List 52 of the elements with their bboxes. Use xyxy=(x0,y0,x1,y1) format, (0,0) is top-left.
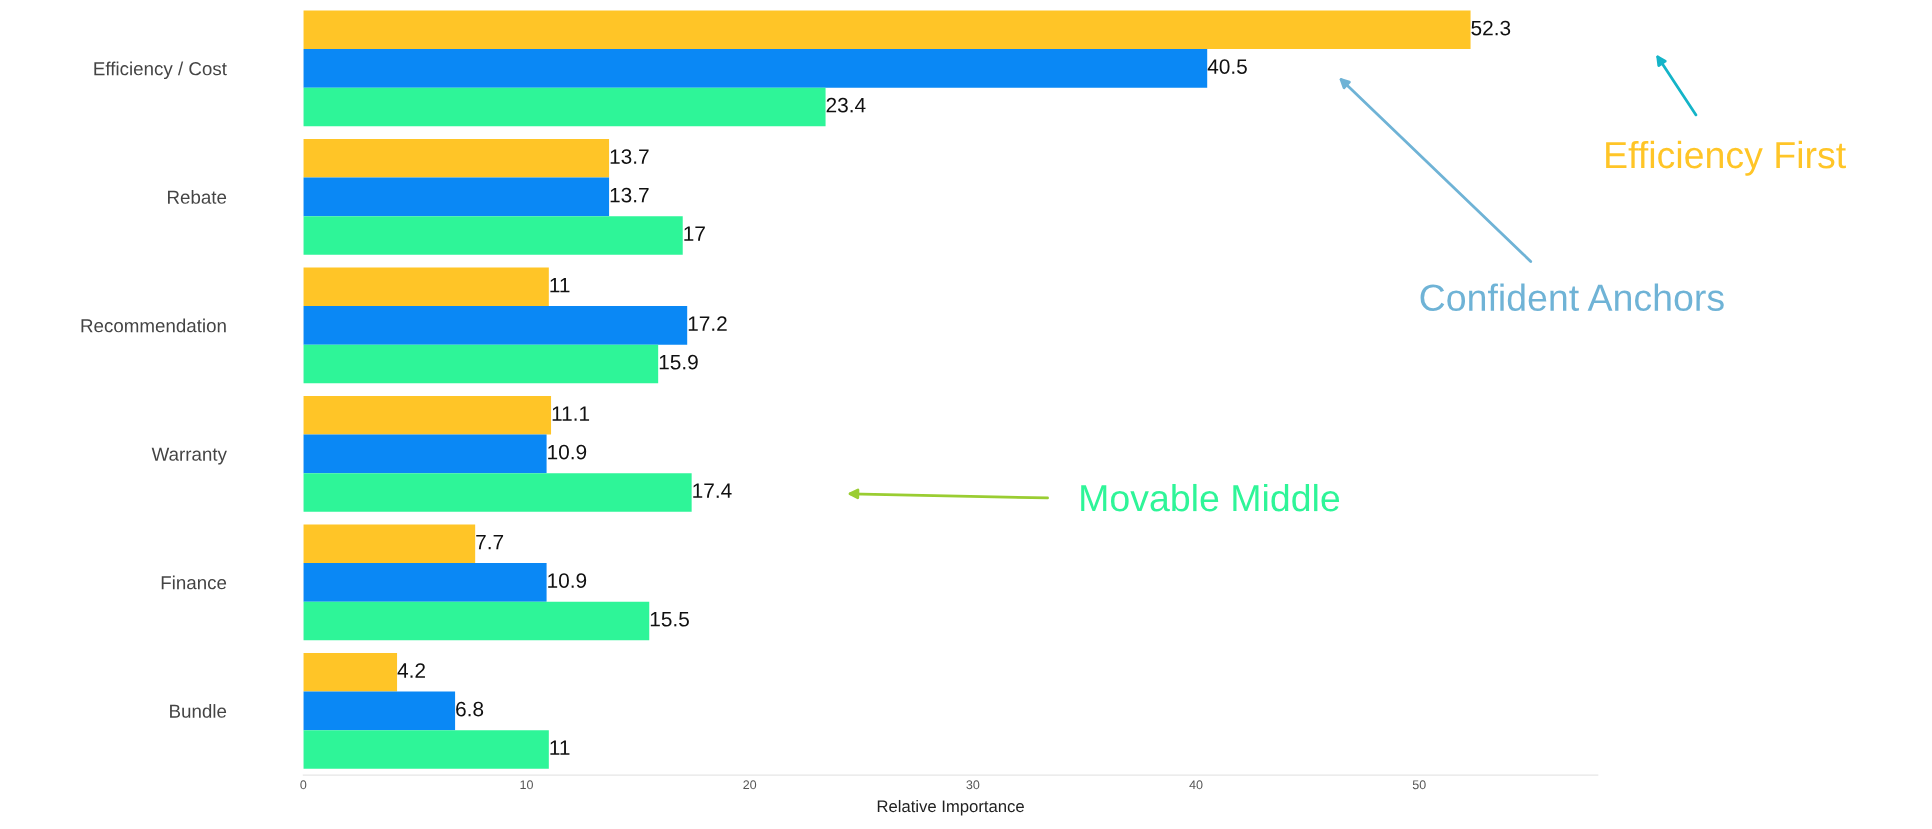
y-tick-label: Warranty xyxy=(151,447,227,465)
x-tick-label: 10 xyxy=(520,780,533,790)
bar xyxy=(303,473,692,512)
bar xyxy=(303,177,610,217)
data-label: 13.7 xyxy=(610,187,649,203)
bar xyxy=(303,139,610,178)
data-label: 4.2 xyxy=(397,663,425,678)
data-label: 10.9 xyxy=(548,444,587,460)
x-tick-label: 40 xyxy=(1189,780,1203,790)
bar xyxy=(303,216,683,255)
bar xyxy=(303,87,826,127)
text: Efficiency First xyxy=(1606,140,1846,176)
annotation: Movable Middle xyxy=(1081,483,1340,512)
data-label: 15.9 xyxy=(659,354,698,370)
y-tick-label: Rebate xyxy=(168,190,227,204)
data-label: 23.4 xyxy=(826,97,866,113)
bar xyxy=(303,653,398,692)
data-label: 10.9 xyxy=(548,573,587,588)
y-tick-label: Recommendation xyxy=(81,318,226,333)
bar xyxy=(303,267,549,307)
x-tick-label: 0 xyxy=(300,780,307,790)
data-label: 11.1 xyxy=(552,406,590,421)
bar xyxy=(303,563,547,602)
y-tick-label: Finance xyxy=(161,575,227,590)
bar xyxy=(303,396,552,435)
data-label: 7.7 xyxy=(476,534,504,550)
y-tick-label: Efficiency / Cost xyxy=(94,61,227,80)
bar xyxy=(303,306,688,345)
x-tick-label: 50 xyxy=(1412,780,1426,790)
bar xyxy=(303,10,1471,50)
data-label: 40.5 xyxy=(1207,59,1247,74)
y-tick-label: Bundle xyxy=(170,704,227,718)
data-label: 11 xyxy=(550,740,570,755)
bar xyxy=(303,524,476,564)
data-label: 52.3 xyxy=(1471,20,1511,36)
data-label: 11 xyxy=(550,277,570,293)
data-label: 17.2 xyxy=(688,316,727,331)
data-label: 13.7 xyxy=(610,149,649,164)
data-label: 15.5 xyxy=(650,611,689,627)
bar xyxy=(303,691,456,731)
bar xyxy=(303,601,650,641)
bar xyxy=(303,434,547,474)
x-tick-label: 30 xyxy=(966,780,980,790)
data-label: 17 xyxy=(684,226,705,241)
x-tick-label: 20 xyxy=(743,780,757,790)
x-axis-title: Relative Importance xyxy=(877,799,1024,816)
bar xyxy=(303,49,1208,88)
annotation: Confident Anchors xyxy=(1420,283,1724,312)
bar xyxy=(303,730,549,769)
data-label: 6.8 xyxy=(456,701,484,717)
data-label: 17.4 xyxy=(693,483,732,498)
bar xyxy=(303,344,659,384)
